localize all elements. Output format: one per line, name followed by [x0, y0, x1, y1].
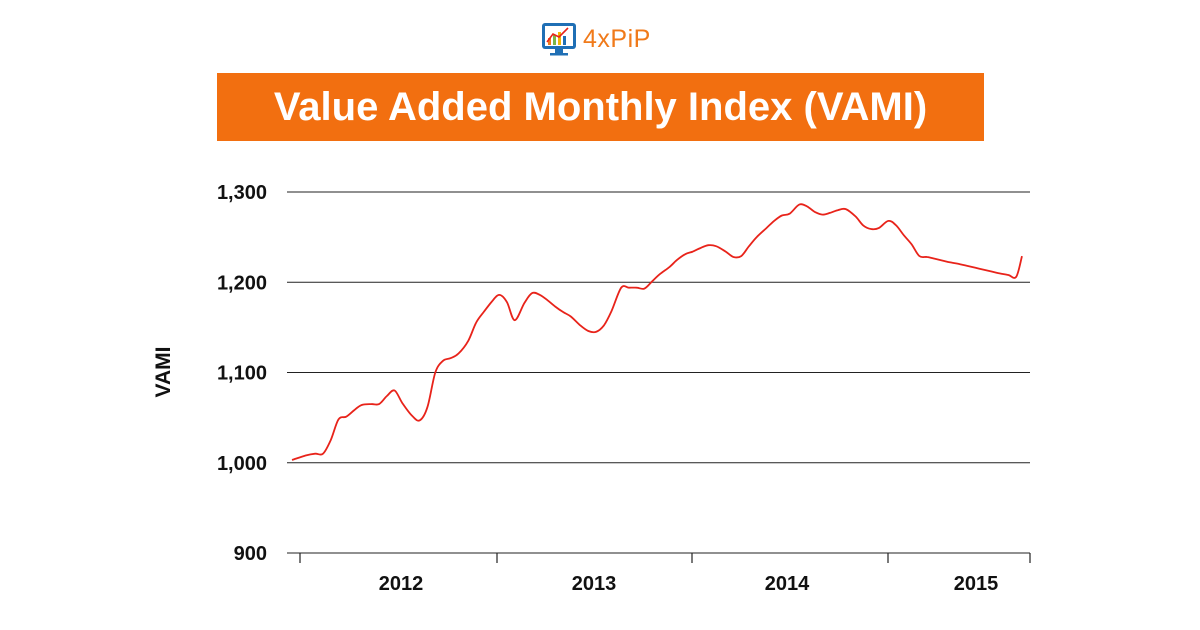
- y-axis-title: VAMI: [152, 347, 175, 398]
- monitor-chart-icon: [542, 23, 576, 56]
- x-tick-label: 2012: [379, 573, 424, 595]
- brand-logo: 4xPiP: [541, 22, 651, 56]
- x-tick-label: 2013: [572, 573, 617, 595]
- y-tick-label: 1,200: [217, 272, 267, 294]
- y-tick-label: 900: [234, 543, 267, 565]
- y-tick-label: 1,100: [217, 363, 267, 385]
- chart-title-banner: Value Added Monthly Index (VAMI): [217, 73, 984, 141]
- x-tick-label: 2015: [954, 573, 999, 595]
- y-tick-label: 1,300: [217, 182, 267, 204]
- brand-name: 4xPiP: [583, 24, 651, 53]
- y-tick-label: 1,000: [217, 453, 267, 475]
- x-tick-label: 2014: [765, 573, 810, 595]
- chart-title: Value Added Monthly Index (VAMI): [273, 84, 928, 129]
- series-line-0: [291, 203, 1023, 461]
